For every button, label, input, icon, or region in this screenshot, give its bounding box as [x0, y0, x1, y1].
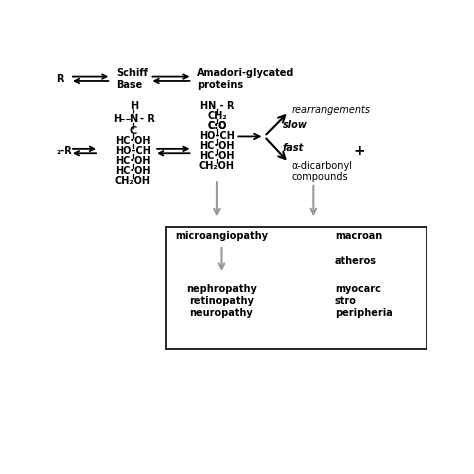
- Text: nephropathy: nephropathy: [186, 283, 257, 293]
- Text: ₂-R: ₂-R: [56, 146, 72, 156]
- Text: atheros: atheros: [335, 256, 377, 266]
- Text: HC·OH: HC·OH: [199, 151, 235, 161]
- Text: peripheria: peripheria: [335, 308, 392, 318]
- Text: myocarc: myocarc: [335, 283, 381, 293]
- Text: HC·OH: HC·OH: [115, 156, 150, 166]
- Text: fast: fast: [283, 143, 304, 153]
- Text: H: H: [113, 114, 121, 124]
- Text: rearrangements: rearrangements: [292, 105, 371, 115]
- Text: +: +: [354, 144, 365, 158]
- Text: CH₂OH: CH₂OH: [115, 176, 151, 186]
- Text: Base: Base: [116, 81, 142, 91]
- Text: C: C: [129, 126, 137, 136]
- Text: neuropathy: neuropathy: [190, 308, 254, 318]
- Text: retinopathy: retinopathy: [189, 296, 254, 306]
- Text: HC·OH: HC·OH: [115, 166, 150, 176]
- Text: compounds: compounds: [292, 172, 348, 182]
- Text: HN - R: HN - R: [200, 101, 234, 111]
- Text: H: H: [130, 101, 138, 111]
- Text: microangiopathy: microangiopathy: [175, 231, 268, 241]
- Text: C:O: C:O: [207, 121, 227, 131]
- Text: ⁺: ⁺: [135, 114, 138, 120]
- Text: HC·OH: HC·OH: [199, 141, 235, 151]
- Text: R: R: [56, 74, 64, 84]
- Text: HO-CH: HO-CH: [115, 146, 151, 156]
- Text: CH₂OH: CH₂OH: [199, 161, 235, 172]
- Text: α-dicarbonyl: α-dicarbonyl: [292, 161, 353, 172]
- Text: slow: slow: [283, 120, 308, 130]
- Text: HO-CH: HO-CH: [199, 131, 235, 141]
- Text: HC·OH: HC·OH: [115, 136, 150, 146]
- Text: stro: stro: [335, 296, 356, 306]
- Text: C·O: C·O: [207, 121, 227, 131]
- Text: proteins: proteins: [197, 81, 243, 91]
- Text: macroan: macroan: [335, 231, 382, 241]
- Text: Schiff: Schiff: [116, 68, 148, 78]
- Text: Amadori-glycated: Amadori-glycated: [197, 68, 294, 78]
- Text: - R: - R: [140, 114, 155, 124]
- Bar: [166, 227, 427, 349]
- Text: N: N: [128, 114, 137, 124]
- Text: CH₂: CH₂: [207, 111, 227, 121]
